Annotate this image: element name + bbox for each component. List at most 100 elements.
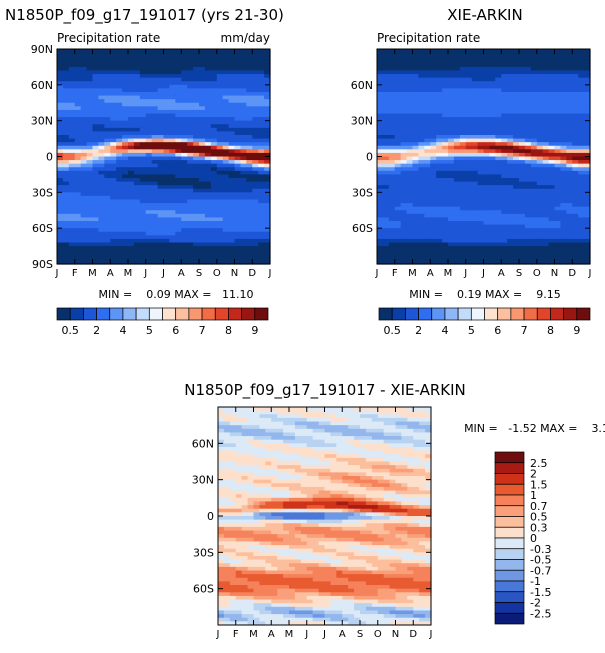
heatmap-cell bbox=[584, 117, 591, 122]
heatmap-cell bbox=[204, 235, 212, 240]
heatmap-cell bbox=[169, 221, 176, 226]
heatmap-cell bbox=[294, 454, 302, 459]
heatmap-cell bbox=[80, 167, 88, 172]
heatmap-cell bbox=[157, 135, 165, 140]
heatmap-cell bbox=[530, 120, 538, 125]
heatmap-cell bbox=[542, 246, 550, 251]
heatmap-cell bbox=[187, 195, 194, 201]
heatmap-cell bbox=[442, 228, 449, 233]
heatmap-cell bbox=[92, 109, 100, 115]
heatmap-cell bbox=[495, 138, 502, 143]
heatmap-cell bbox=[181, 199, 188, 204]
heatmap-cell bbox=[530, 160, 538, 165]
heatmap-cell bbox=[62, 163, 70, 168]
heatmap-cell bbox=[489, 88, 496, 93]
heatmap-cell bbox=[578, 246, 585, 251]
heatmap-cell bbox=[228, 221, 236, 226]
heatmap-cell bbox=[246, 224, 253, 229]
heatmap-cell bbox=[204, 74, 212, 79]
heatmap-cell bbox=[453, 206, 461, 211]
heatmap-cell bbox=[57, 253, 64, 258]
heatmap-cell bbox=[259, 421, 266, 426]
heatmap-cell bbox=[222, 70, 230, 75]
heatmap-cell bbox=[98, 206, 105, 211]
heatmap-cell bbox=[199, 167, 206, 172]
heatmap-cell bbox=[406, 167, 414, 172]
heatmap-cell bbox=[412, 188, 420, 193]
heatmap-cell bbox=[412, 66, 420, 72]
heatmap-cell bbox=[483, 102, 491, 107]
heatmap-cell bbox=[157, 160, 165, 165]
heatmap-cell bbox=[80, 102, 88, 107]
heatmap-cell bbox=[306, 446, 314, 452]
heatmap-cell bbox=[542, 195, 550, 201]
heatmap-cell bbox=[471, 142, 479, 147]
heatmap-cell bbox=[448, 49, 455, 54]
heatmap-cell bbox=[430, 253, 437, 258]
heatmap-cell bbox=[253, 417, 261, 423]
heatmap-cell bbox=[86, 70, 94, 75]
heatmap-cell bbox=[560, 142, 567, 147]
heatmap-cell bbox=[530, 81, 538, 86]
heatmap-cell bbox=[145, 77, 153, 82]
x-tick-label: J bbox=[463, 268, 467, 279]
heatmap-cell bbox=[139, 49, 147, 54]
heatmap-cell bbox=[264, 120, 271, 125]
heatmap-cell bbox=[530, 131, 538, 136]
heatmap-cell bbox=[584, 152, 591, 158]
heatmap-cell bbox=[348, 410, 355, 415]
heatmap-cell bbox=[371, 425, 379, 430]
heatmap-cell bbox=[448, 109, 455, 115]
heatmap-cell bbox=[122, 221, 129, 226]
heatmap-cell bbox=[222, 188, 230, 193]
heatmap-cell bbox=[104, 102, 111, 107]
heatmap-cell bbox=[382, 221, 390, 226]
heatmap-cell bbox=[264, 210, 271, 215]
heatmap-cell bbox=[306, 417, 314, 423]
heatmap-cell bbox=[548, 170, 556, 176]
heatmap-cell bbox=[193, 131, 200, 136]
heatmap-cell bbox=[465, 256, 473, 262]
heatmap-cell bbox=[240, 124, 247, 129]
heatmap-cell bbox=[388, 95, 396, 100]
heatmap-cell bbox=[524, 253, 532, 258]
heatmap-cell bbox=[74, 88, 82, 93]
heatmap-cell bbox=[430, 174, 437, 179]
heatmap-cell bbox=[394, 81, 402, 86]
heatmap-cell bbox=[489, 120, 496, 125]
heatmap-cell bbox=[252, 59, 259, 64]
heatmap-cell bbox=[264, 49, 271, 54]
heatmap-cell bbox=[418, 56, 425, 61]
heatmap-cell bbox=[453, 59, 461, 64]
heatmap-cell bbox=[193, 92, 200, 97]
heatmap-cell bbox=[395, 421, 403, 426]
heatmap-cell bbox=[501, 102, 508, 107]
heatmap-cell bbox=[394, 163, 402, 168]
heatmap-cell bbox=[199, 77, 206, 82]
heatmap-cell bbox=[57, 124, 64, 129]
heatmap-cell bbox=[548, 131, 556, 136]
heatmap-cell bbox=[413, 446, 420, 452]
heatmap-cell bbox=[57, 49, 64, 54]
heatmap-cell bbox=[181, 63, 188, 68]
heatmap-cell bbox=[382, 95, 390, 100]
heatmap-cell bbox=[465, 249, 473, 254]
heatmap-cell bbox=[210, 181, 218, 186]
heatmap-cell bbox=[524, 92, 532, 97]
heatmap-cell bbox=[477, 174, 485, 179]
heatmap-cell bbox=[395, 425, 403, 430]
heatmap-cell bbox=[128, 99, 135, 104]
heatmap-cell bbox=[210, 210, 218, 215]
heatmap-cell bbox=[448, 224, 455, 229]
heatmap-cell bbox=[566, 117, 573, 122]
heatmap-cell bbox=[459, 181, 467, 186]
heatmap-cell bbox=[265, 410, 272, 415]
heatmap-cell bbox=[448, 63, 455, 68]
heatmap-cell bbox=[258, 124, 265, 129]
heatmap-cell bbox=[377, 238, 384, 244]
heatmap-cell bbox=[406, 124, 414, 129]
heatmap-cell bbox=[86, 221, 94, 226]
heatmap-cell bbox=[560, 102, 567, 107]
heatmap-cell bbox=[222, 160, 230, 165]
heatmap-cell bbox=[524, 84, 532, 90]
